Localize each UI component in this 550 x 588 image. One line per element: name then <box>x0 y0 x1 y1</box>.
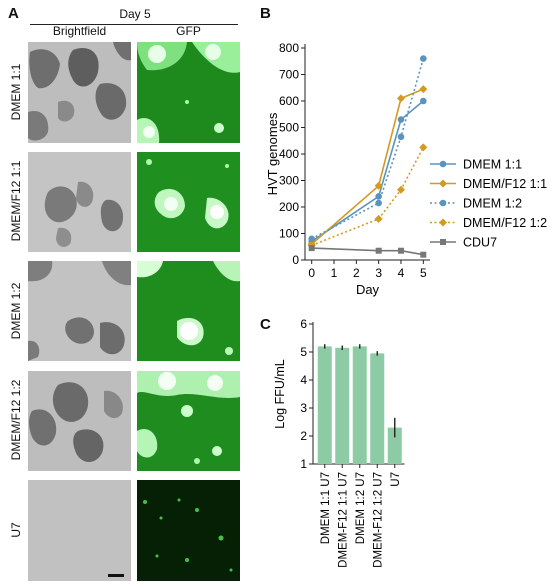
data-point-4-3 <box>420 251 427 258</box>
series-line-2 <box>311 58 425 240</box>
panel-a-label: A <box>8 5 19 22</box>
x-tick-label: 0 <box>308 266 315 280</box>
data-point-2-3 <box>420 55 427 62</box>
y-tick-label: 0 <box>292 253 299 267</box>
brightfield-image-dmem-1-2 <box>28 261 131 361</box>
day-header-line <box>30 24 238 25</box>
y-tick-label: 300 <box>279 174 299 188</box>
legend-marker-3 <box>439 218 447 227</box>
x-tick-label: 5 <box>420 266 427 280</box>
gfp-header: GFP <box>176 24 201 38</box>
bar-0 <box>317 346 332 464</box>
data-point-0-2 <box>397 116 405 123</box>
data-point-3-1 <box>374 214 383 223</box>
data-point-1-2 <box>396 94 405 103</box>
brightfield-image-dmem-f12-1-1 <box>28 152 131 252</box>
legend-label-2: DMEM 1:2 <box>463 197 522 211</box>
x-tick-label: 2 <box>353 266 360 280</box>
legend-label-3: DMEM/F12 1:2 <box>463 216 547 230</box>
legend-label-4: CDU7 <box>463 236 497 250</box>
y-tick-label: 4 <box>300 373 307 387</box>
legend-marker-4 <box>440 239 446 245</box>
data-point-2-0 <box>308 235 315 243</box>
y-tick-label: 3 <box>300 401 307 415</box>
y-axis-title: HVT genomes <box>265 112 280 195</box>
x-tick-label-4: U7 <box>390 472 402 487</box>
y-tick-label: 800 <box>279 41 299 55</box>
brightfield-image-u7 <box>28 480 131 581</box>
data-point-4-1 <box>375 247 382 254</box>
legend-label-1: DMEM/F12 1:1 <box>463 177 547 191</box>
row-label-u7: U7 <box>9 522 23 538</box>
x-tick-label: 3 <box>375 266 382 280</box>
row-label-dmem-f12-1-1: DMEM/F12 1:1 <box>9 160 23 242</box>
x-tick-label-2: DMEM 1:2 U7 <box>355 472 367 544</box>
gfp-image-dmem-1-2 <box>137 261 240 361</box>
brightfield-header: Brightfield <box>52 24 107 38</box>
x-tick-label-0: DMEM 1:1 U7 <box>320 472 332 544</box>
data-point-4-2 <box>397 247 404 254</box>
row-label-dmem-1-1: DMEM 1:1 <box>9 63 23 121</box>
y-tick-label: 5 <box>300 345 307 359</box>
series-line-1 <box>311 88 424 245</box>
y-tick-label: 100 <box>279 227 299 241</box>
gfp-image-u7 <box>137 480 240 581</box>
panel-b-label: B <box>260 5 271 22</box>
x-axis-title: Day <box>356 282 380 297</box>
y-tick-label: 200 <box>279 200 299 214</box>
bar-4 <box>387 427 402 464</box>
gfp-image-dmem-f12-1-1 <box>137 152 240 252</box>
day-header: Day 5 <box>119 7 151 21</box>
y-axis-title: Log FFU/mL <box>273 359 287 429</box>
y-tick-label: 700 <box>279 68 299 82</box>
bar-1 <box>335 347 350 464</box>
data-point-2-1 <box>375 199 382 207</box>
data-point-1-3 <box>419 85 428 94</box>
y-tick-label: 400 <box>279 147 299 161</box>
data-point-2-2 <box>397 133 405 141</box>
data-point-1-1 <box>374 181 383 190</box>
gfp-image-dmem-f12-1-2 <box>137 371 240 471</box>
data-point-4-0 <box>308 245 315 252</box>
data-point-3-2 <box>396 185 405 194</box>
line-chart: 0 100 200 300 400 500 600 700 800 0 1 2 3 4 5 Day HVT ge… <box>265 41 547 297</box>
series-line-3 <box>311 147 425 247</box>
legend-marker-2 <box>439 199 447 207</box>
y-tick-label: 1 <box>300 457 307 471</box>
bar-2 <box>352 346 367 464</box>
panel-c-label: C <box>260 316 271 333</box>
brightfield-image-dmem-f12-1-2 <box>28 371 131 471</box>
row-label-dmem-f12-1-2: DMEM/F12 1:2 <box>9 379 23 461</box>
data-point-0-3 <box>420 97 427 105</box>
y-tick-label: 600 <box>279 94 299 108</box>
x-tick-label: 1 <box>331 266 338 280</box>
y-tick-label: 6 <box>300 317 307 331</box>
series-line-4 <box>311 247 424 256</box>
y-tick-label: 500 <box>279 121 299 135</box>
legend-marker-1 <box>439 179 447 188</box>
row-label-dmem-1-2: DMEM 1:2 <box>9 282 23 340</box>
x-tick-label-1: DMEM-F12 1:1 U7 <box>337 472 349 568</box>
legend-label-0: DMEM 1:1 <box>463 158 522 172</box>
x-tick-label: 4 <box>398 266 405 280</box>
x-tick-label-3: DMEM-F12 1:2 U7 <box>372 472 384 568</box>
series-line-0 <box>311 100 424 243</box>
bar-chart: 1 2 3 4 5 6 Log FFU/mL DMEM 1:1 U7 DMEM-F12 1:1 … <box>273 317 405 568</box>
brightfield-image-dmem-1-1 <box>28 42 131 143</box>
gfp-image-dmem-1-1 <box>137 42 240 143</box>
data-point-3-3 <box>419 143 428 152</box>
legend-marker-0 <box>439 160 447 168</box>
scale-bar <box>108 574 124 577</box>
bar-3 <box>370 353 385 464</box>
y-tick-label: 2 <box>300 429 307 443</box>
